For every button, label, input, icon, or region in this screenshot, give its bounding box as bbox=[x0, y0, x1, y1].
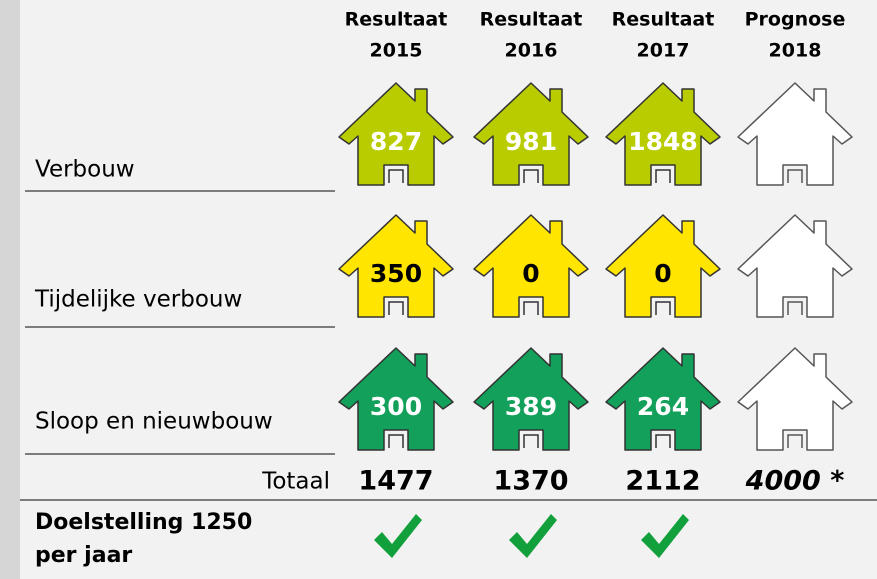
house-value: 981 bbox=[505, 127, 557, 156]
total-value: 1370 bbox=[493, 466, 568, 497]
house-value: 0 bbox=[522, 259, 539, 288]
total-value: 2112 bbox=[625, 466, 700, 497]
house-value: 350 bbox=[370, 259, 422, 288]
target-label: Doelstelling 1250 bbox=[35, 510, 252, 535]
total-value: 4000 * bbox=[745, 466, 845, 497]
house-value: 264 bbox=[637, 392, 689, 421]
house-value: 300 bbox=[370, 392, 422, 421]
column-header: 2016 bbox=[505, 40, 558, 62]
side-strip bbox=[0, 0, 20, 579]
column-header: Resultaat bbox=[612, 9, 715, 31]
house-value: 1848 bbox=[628, 127, 698, 156]
house-value: 0 bbox=[654, 259, 671, 288]
column-header: Prognose bbox=[745, 9, 846, 31]
column-header: 2018 bbox=[769, 40, 822, 62]
target-label: per jaar bbox=[35, 543, 132, 568]
house-value: 827 bbox=[370, 127, 422, 156]
column-header: 2017 bbox=[637, 40, 690, 62]
row-label: Tijdelijke verbouw bbox=[34, 287, 242, 313]
column-header: Resultaat bbox=[480, 9, 583, 31]
row-label: Verbouw bbox=[35, 157, 135, 183]
column-header: Resultaat bbox=[345, 9, 448, 31]
total-value: 1477 bbox=[358, 466, 433, 497]
column-header: 2015 bbox=[370, 40, 423, 62]
house-value: 389 bbox=[505, 392, 557, 421]
total-label: Totaal bbox=[261, 469, 330, 495]
row-label: Sloop en nieuwbouw bbox=[35, 409, 273, 435]
